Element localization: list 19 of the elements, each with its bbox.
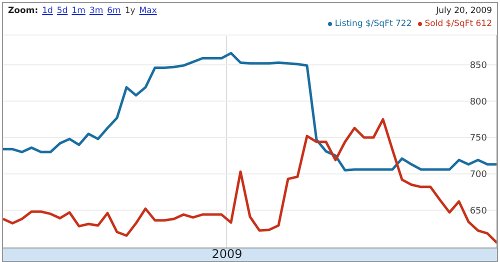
text: 1d xyxy=(42,6,53,16)
y-tick-label: 700 xyxy=(470,170,488,180)
text: 3m xyxy=(89,6,104,16)
annotation: 2009 xyxy=(210,246,244,262)
text: 1y xyxy=(124,6,136,16)
text: 1m xyxy=(72,6,86,16)
text: Max xyxy=(139,6,157,16)
legend-label: Sold $/SqFt 612 xyxy=(424,19,492,29)
line-series xyxy=(2,52,498,172)
legend-label: Listing $/SqFt 722 xyxy=(334,19,412,29)
y-tick-label: 850 xyxy=(470,61,488,71)
text: Zoom: xyxy=(8,6,38,16)
text: July 20, 2009 xyxy=(436,6,492,16)
y-tick-label: 800 xyxy=(470,97,488,108)
line-series xyxy=(2,118,498,244)
text: 5d xyxy=(56,6,68,16)
y-tick-label: 650 xyxy=(470,206,488,216)
y-tick-label: 750 xyxy=(470,134,488,144)
text: 6m xyxy=(107,6,121,16)
